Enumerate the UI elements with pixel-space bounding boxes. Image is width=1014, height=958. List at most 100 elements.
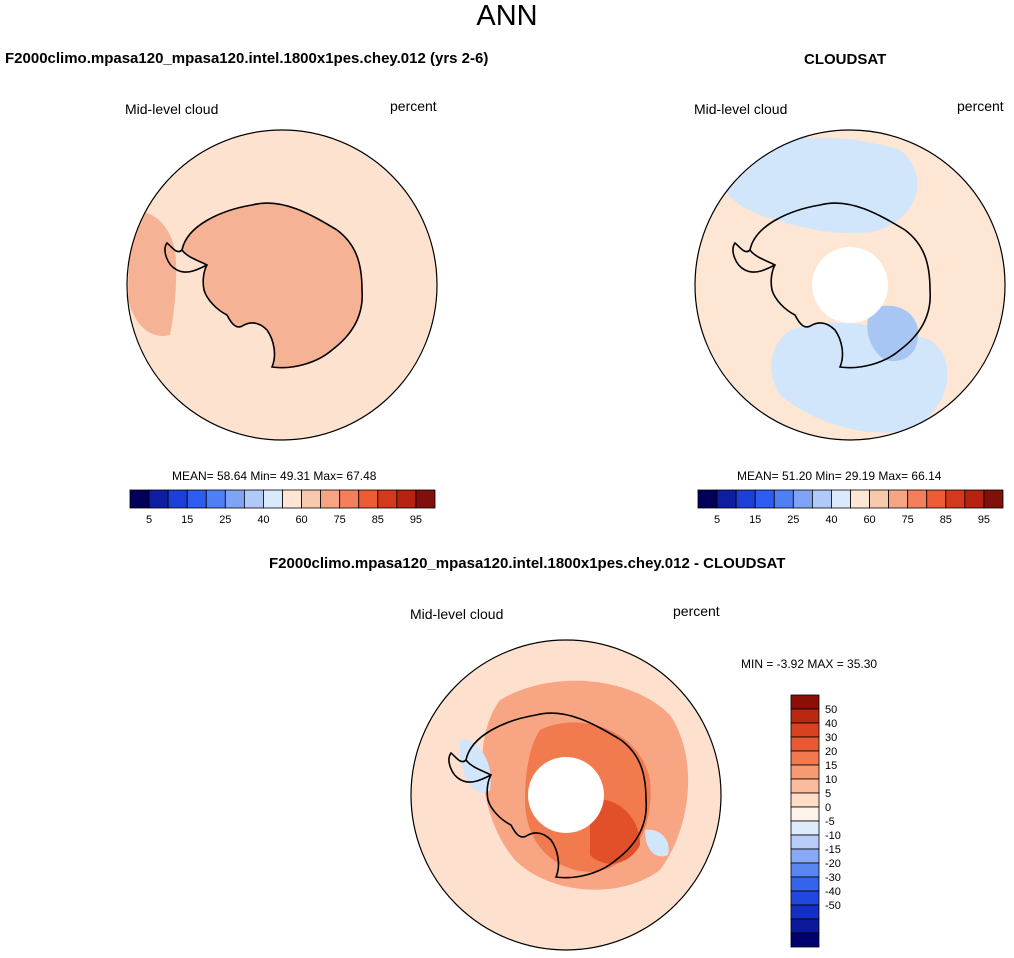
panel2-colorbar-swatch-6 [811, 489, 832, 509]
panel3-title: F2000climo.mpasa120_mpasa120.intel.1800x… [269, 555, 786, 572]
panel1-colorbar-swatch-15 [415, 489, 436, 509]
panel2-colorbar-tick-7: 95 [978, 514, 990, 526]
panel3-colorbar-tick-14: -50 [825, 900, 841, 912]
panel3-colorbar-swatch-16 [790, 918, 820, 934]
panel1-colorbar-swatch-9 [301, 489, 322, 509]
panel3-colorbar-tick-6: 5 [825, 788, 831, 800]
panel1-colorbar-swatch-6 [243, 489, 264, 509]
panel3-colorbar-swatch-2 [790, 722, 820, 738]
panel3-colorbar-swatch-7 [790, 792, 820, 808]
panel2-colorbar-swatch-15 [983, 489, 1004, 509]
panel1-colorbar-tick-6: 85 [372, 514, 384, 526]
panel2-colorbar-swatch-10 [888, 489, 909, 509]
panel1-map [126, 129, 438, 441]
panel3-colorbar-swatch-12 [790, 862, 820, 878]
panel3-colorbar-swatch-13 [790, 876, 820, 892]
panel2-colorbar-swatch-7 [831, 489, 851, 509]
panel2-colorbar-swatch-2 [735, 489, 756, 509]
panel2-colorbar-swatch-3 [754, 489, 775, 509]
panel2-colorbar-tick-4: 60 [863, 514, 875, 526]
panel3-colorbar-swatch-8 [790, 806, 820, 822]
panel1-colorbar-tick-2: 25 [219, 514, 231, 526]
panel3-colorbar-swatch-3 [790, 736, 820, 752]
panel1-title: F2000climo.mpasa120_mpasa120.intel.1800x… [5, 50, 489, 67]
panel3-colorbar-tick-10: -15 [825, 844, 841, 856]
panel2-blue-deep [867, 305, 919, 362]
panel3-colorbar-swatch-9 [790, 820, 820, 836]
panel3-colorbar-tick-4: 15 [825, 760, 837, 772]
panel1-colorbar-swatch-1 [148, 489, 169, 509]
panel2-colorbar-swatch-12 [926, 489, 947, 509]
panel3-colorbar-tick-11: -20 [825, 858, 841, 870]
panel1-colorbar-tick-1: 15 [181, 514, 193, 526]
panel1-colorbar-swatch-0 [129, 489, 150, 509]
panel2-colorbar-swatch-14 [964, 489, 985, 509]
panel1-colorbar-swatch-10 [320, 489, 341, 509]
panel3-map-border [410, 639, 722, 951]
panel1-colorbar: 5 15 25 40 60 75 85 95 [129, 489, 436, 526]
panel1-colorbar-tick-7: 95 [410, 514, 422, 526]
panel2-colorbar-swatch-11 [907, 489, 928, 509]
panel3-shade-max [590, 799, 640, 864]
panel2-colorbar-tick-6: 85 [940, 514, 952, 526]
panel3-colorbar-tick-2: 30 [825, 732, 837, 744]
panel3-colorbar-tick-3: 20 [825, 746, 837, 758]
panel1-shade-west [128, 212, 177, 336]
panel2-colorbar-tick-0: 5 [714, 514, 720, 526]
panel3-negative-east [645, 829, 669, 857]
panel2-colorbar-swatch-8 [850, 489, 870, 509]
panel2-colorbar-tick-3: 40 [825, 514, 837, 526]
figure-season-title: ANN [476, 0, 538, 32]
panel1-units: percent [390, 98, 437, 114]
panel1-colorbar-swatch-14 [396, 489, 417, 509]
panel3-colorbar-swatch-6 [790, 778, 820, 794]
panel1-colorbar-tick-5: 75 [334, 514, 346, 526]
panel1-colorbar-tick-4: 60 [295, 514, 307, 526]
panel2-map-border [694, 129, 1006, 441]
panel3-colorbar-swatch-17 [790, 932, 820, 948]
panel3-units: percent [673, 603, 720, 619]
panel1-colorbar-swatch-8 [282, 489, 302, 509]
panel3-colorbar-tick-7: 0 [825, 802, 831, 814]
panel3-colorbar-swatch-0 [790, 694, 820, 710]
panel2-colorbar: 5 15 25 40 60 75 85 95 [697, 489, 1004, 526]
panel2-variable: Mid-level cloud [694, 101, 788, 117]
panel1-colorbar-swatch-2 [167, 489, 188, 509]
panel1-colorbar-tick-3: 40 [257, 514, 269, 526]
panel3-colorbar-swatch-1 [790, 708, 820, 724]
panel3-colorbar-swatch-11 [790, 848, 820, 864]
panel1-colorbar-swatch-11 [339, 489, 360, 509]
panel2-title: CLOUDSAT [804, 51, 887, 68]
panel2-colorbar-tick-1: 15 [749, 514, 761, 526]
panel2-map [694, 129, 1006, 441]
panel3-variable: Mid-level cloud [410, 606, 504, 622]
panel3-colorbar-tick-1: 40 [825, 718, 837, 730]
panel1-colorbar-swatch-3 [186, 489, 207, 509]
panel1-stats: MEAN= 58.64 Min= 49.31 Max= 67.48 [172, 469, 377, 483]
panel2-blue-north [719, 137, 918, 234]
panel2-colorbar-swatch-4 [773, 489, 794, 509]
panel2-units: percent [957, 98, 1004, 114]
panel1-colorbar-swatch-12 [358, 489, 379, 509]
panel1-colorbar-swatch-4 [205, 489, 226, 509]
panel3-colorbar-tick-13: -40 [825, 886, 841, 898]
panel3-colorbar-swatch-15 [790, 904, 820, 920]
panel3-colorbar-swatch-4 [790, 750, 820, 766]
panel3-colorbar-tick-8: -5 [825, 816, 835, 828]
panel3-colorbar-tick-0: 50 [825, 704, 837, 716]
panel2-stats: MEAN= 51.20 Min= 29.19 Max= 66.14 [737, 469, 942, 483]
panel1-colorbar-swatch-5 [224, 489, 245, 509]
panel2-colorbar-swatch-5 [792, 489, 813, 509]
panel2-colorbar-swatch-0 [697, 489, 718, 509]
panel3-colorbar-tick-12: -30 [825, 872, 841, 884]
panel2-polar-gap [812, 247, 888, 323]
panel1-variable: Mid-level cloud [125, 101, 219, 117]
panel3-colorbar-swatch-14 [790, 890, 820, 906]
panel2-colorbar-tick-2: 25 [787, 514, 799, 526]
panel2-colorbar-swatch-1 [716, 489, 737, 509]
panel3-stats: MIN = -3.92 MAX = 35.30 [741, 657, 878, 671]
panel3-colorbar-swatch-5 [790, 764, 820, 780]
panel3-map [410, 639, 722, 951]
